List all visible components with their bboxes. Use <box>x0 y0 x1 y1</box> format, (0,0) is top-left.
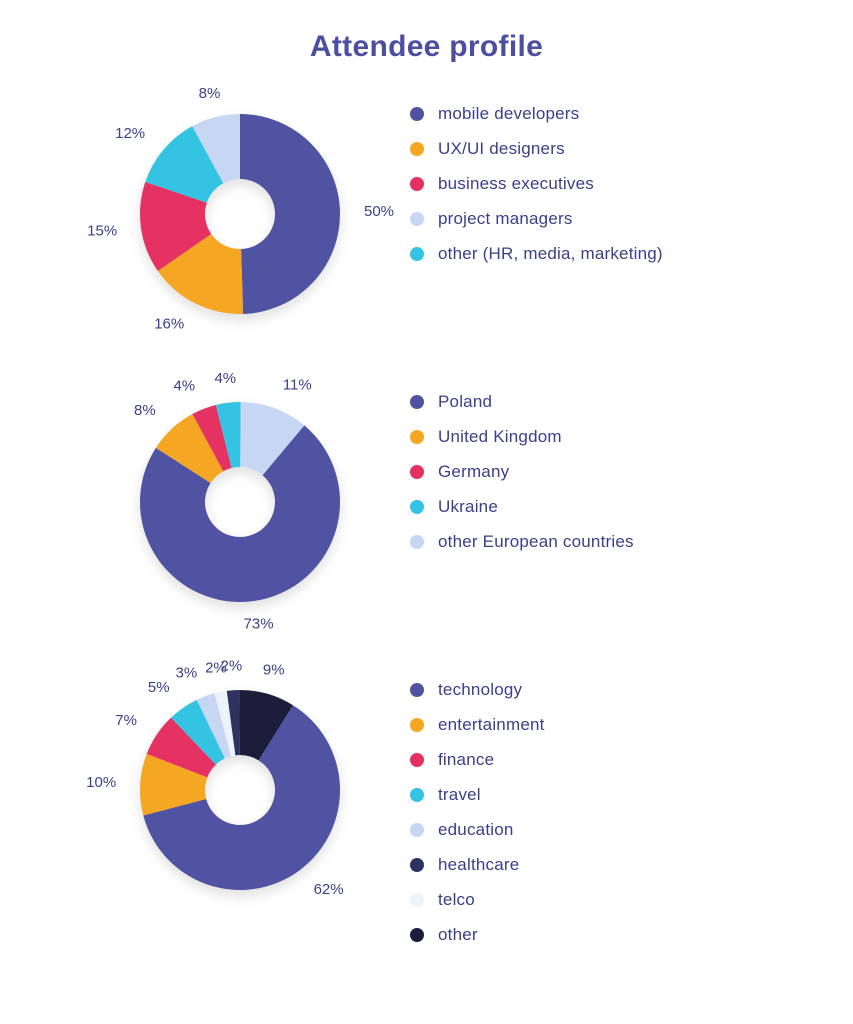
legend-dot-icon <box>410 753 424 767</box>
legend-dot-icon <box>410 177 424 191</box>
legend-dot-icon <box>410 142 424 156</box>
legend-label: other <box>438 925 478 945</box>
slice-label-1: 10% <box>86 774 116 791</box>
page-title: Attendee profile <box>40 30 813 64</box>
legend-item: mobile developers <box>410 104 813 124</box>
slice-label-1: 8% <box>134 402 156 419</box>
legend-dot-icon <box>410 212 424 226</box>
donut-chart-2: 62%10%7%5%3%2%2%9% <box>40 660 410 930</box>
chart-row-2: 62%10%7%5%3%2%2%9%technologyentertainmen… <box>40 660 813 960</box>
legend-dot-icon <box>410 500 424 514</box>
chart-row-0: 50% 16% 15% 12% 8% mobile developers UX/UI des… <box>40 84 813 344</box>
legend-label: Germany <box>438 462 509 482</box>
legend-1: Poland United Kingdom Germany Ukraine other … <box>410 372 813 567</box>
legend-label: United Kingdom <box>438 427 562 447</box>
legend-2: technology entertainment finance travel educ… <box>410 660 813 960</box>
legend-item: technology <box>410 680 813 700</box>
slice-label-4: 8% <box>199 85 221 102</box>
legend-dot-icon <box>410 718 424 732</box>
legend-label: travel <box>438 785 481 805</box>
slice-label-3: 12% <box>115 125 145 142</box>
donut-svg: 62%10%7%5%3%2%2%9% <box>40 660 410 930</box>
slice-label-2: 15% <box>87 222 117 239</box>
legend-item: education <box>410 820 813 840</box>
legend-label: Poland <box>438 392 492 412</box>
legend-dot-icon <box>410 107 424 121</box>
legend-item: other <box>410 925 813 945</box>
slice-label-4: 11% <box>283 377 312 394</box>
legend-dot-icon <box>410 465 424 479</box>
legend-item: entertainment <box>410 715 813 735</box>
slice-label-7: 9% <box>263 662 285 679</box>
legend-label: project managers <box>438 209 573 229</box>
legend-dot-icon <box>410 928 424 942</box>
legend-label: Ukraine <box>438 497 498 517</box>
donut-chart-0: 50% 16% 15% 12% 8% <box>40 84 410 344</box>
legend-dot-icon <box>410 683 424 697</box>
legend-item: United Kingdom <box>410 427 813 447</box>
slice-label-4: 3% <box>175 665 197 682</box>
legend-label: healthcare <box>438 855 519 875</box>
legend-label: finance <box>438 750 494 770</box>
legend-label: business executives <box>438 174 594 194</box>
slice-label-2: 7% <box>115 712 137 729</box>
legend-item: Germany <box>410 462 813 482</box>
slice-label-0: 73% <box>244 616 274 632</box>
slice-label-1: 16% <box>154 316 184 333</box>
legend-item: business executives <box>410 174 813 194</box>
legend-item: finance <box>410 750 813 770</box>
slice-label-6: 2% <box>221 660 243 674</box>
slice-label-0: 50% <box>364 203 394 220</box>
legend-item: travel <box>410 785 813 805</box>
legend-dot-icon <box>410 893 424 907</box>
donut-svg: 50% 16% 15% 12% 8% <box>40 84 410 344</box>
legend-item: other European countries <box>410 532 813 552</box>
slice-label-2: 4% <box>173 377 195 394</box>
chart-row-1: 73% 8% 4% 4% 11% Poland United Kingdom Germany U… <box>40 372 813 632</box>
slice-0 <box>240 114 340 314</box>
legend-label: entertainment <box>438 715 545 735</box>
legend-dot-icon <box>410 247 424 261</box>
legend-label: other (HR, media, marketing) <box>438 244 663 264</box>
slice-label-3: 4% <box>214 372 236 387</box>
legend-item: project managers <box>410 209 813 229</box>
legend-dot-icon <box>410 430 424 444</box>
legend-item: UX/UI designers <box>410 139 813 159</box>
legend-dot-icon <box>410 535 424 549</box>
legend-label: other European countries <box>438 532 634 552</box>
legend-item: healthcare <box>410 855 813 875</box>
legend-item: Poland <box>410 392 813 412</box>
legend-label: telco <box>438 890 475 910</box>
slice-label-3: 5% <box>148 679 170 696</box>
legend-label: UX/UI designers <box>438 139 565 159</box>
legend-label: technology <box>438 680 522 700</box>
charts-container: 50% 16% 15% 12% 8% mobile developers UX/UI des… <box>40 84 813 960</box>
legend-dot-icon <box>410 823 424 837</box>
legend-dot-icon <box>410 395 424 409</box>
legend-item: Ukraine <box>410 497 813 517</box>
legend-label: education <box>438 820 514 840</box>
legend-item: other (HR, media, marketing) <box>410 244 813 264</box>
slice-label-0: 62% <box>314 881 344 898</box>
legend-item: telco <box>410 890 813 910</box>
legend-0: mobile developers UX/UI designers business… <box>410 84 813 279</box>
page: Attendee profile 50% 16% 15% 12% 8% mobile de… <box>0 0 853 1024</box>
legend-label: mobile developers <box>438 104 579 124</box>
legend-dot-icon <box>410 858 424 872</box>
donut-svg: 73% 8% 4% 4% 11% <box>40 372 410 632</box>
donut-chart-1: 73% 8% 4% 4% 11% <box>40 372 410 632</box>
legend-dot-icon <box>410 788 424 802</box>
